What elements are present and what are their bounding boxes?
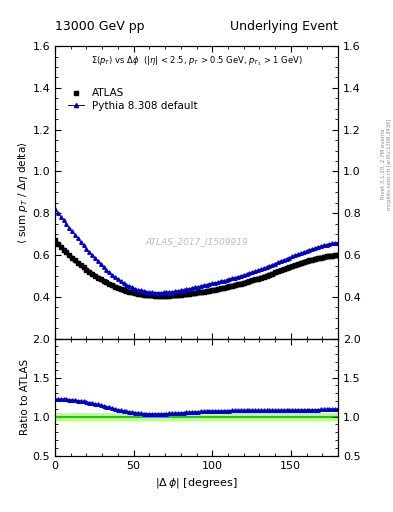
ATLAS — [224, 284, 229, 290]
ATLAS — [53, 238, 57, 244]
Y-axis label: Ratio to ATLAS: Ratio to ATLAS — [20, 359, 29, 435]
Text: Underlying Event: Underlying Event — [230, 20, 338, 33]
Pythia 8.308 default — [324, 242, 329, 248]
Y-axis label: $\langle$ sum $p_T$ / $\Delta\eta$ delta$\rangle$: $\langle$ sum $p_T$ / $\Delta\eta$ delta… — [16, 141, 29, 244]
Text: mcplots.cern.ch [arXiv:1306.3436]: mcplots.cern.ch [arXiv:1306.3436] — [387, 118, 391, 209]
ATLAS — [201, 288, 206, 294]
Pythia 8.308 default — [53, 206, 57, 212]
Text: $\Sigma(p_T)$ vs $\Delta\phi$  ($|\eta|$ < 2.5, $p_T$ > 0.5 GeV, $p_{T_1}$ > 1 G: $\Sigma(p_T)$ vs $\Delta\phi$ ($|\eta|$ … — [91, 55, 302, 69]
ATLAS — [336, 252, 340, 258]
Pythia 8.308 default — [107, 269, 112, 275]
Text: Rivet 3.1.10, 2.7M events: Rivet 3.1.10, 2.7M events — [381, 129, 386, 199]
Line: ATLAS: ATLAS — [53, 239, 340, 297]
X-axis label: $|\Delta\,\phi|$ [degrees]: $|\Delta\,\phi|$ [degrees] — [155, 476, 238, 490]
ATLAS — [324, 253, 329, 260]
Pythia 8.308 default — [336, 240, 340, 246]
Pythia 8.308 default — [118, 278, 123, 284]
Pythia 8.308 default — [316, 244, 320, 250]
ATLAS — [118, 286, 123, 292]
Text: ATLAS_2017_I1509919: ATLAS_2017_I1509919 — [145, 238, 248, 247]
Legend: ATLAS, Pythia 8.308 default: ATLAS, Pythia 8.308 default — [66, 87, 200, 113]
Pythia 8.308 default — [156, 290, 160, 296]
Text: 13000 GeV pp: 13000 GeV pp — [55, 20, 145, 33]
Pythia 8.308 default — [201, 282, 206, 288]
ATLAS — [107, 281, 112, 287]
ATLAS — [158, 293, 163, 299]
ATLAS — [316, 255, 320, 261]
Pythia 8.308 default — [224, 277, 229, 283]
Line: Pythia 8.308 default: Pythia 8.308 default — [53, 207, 340, 294]
